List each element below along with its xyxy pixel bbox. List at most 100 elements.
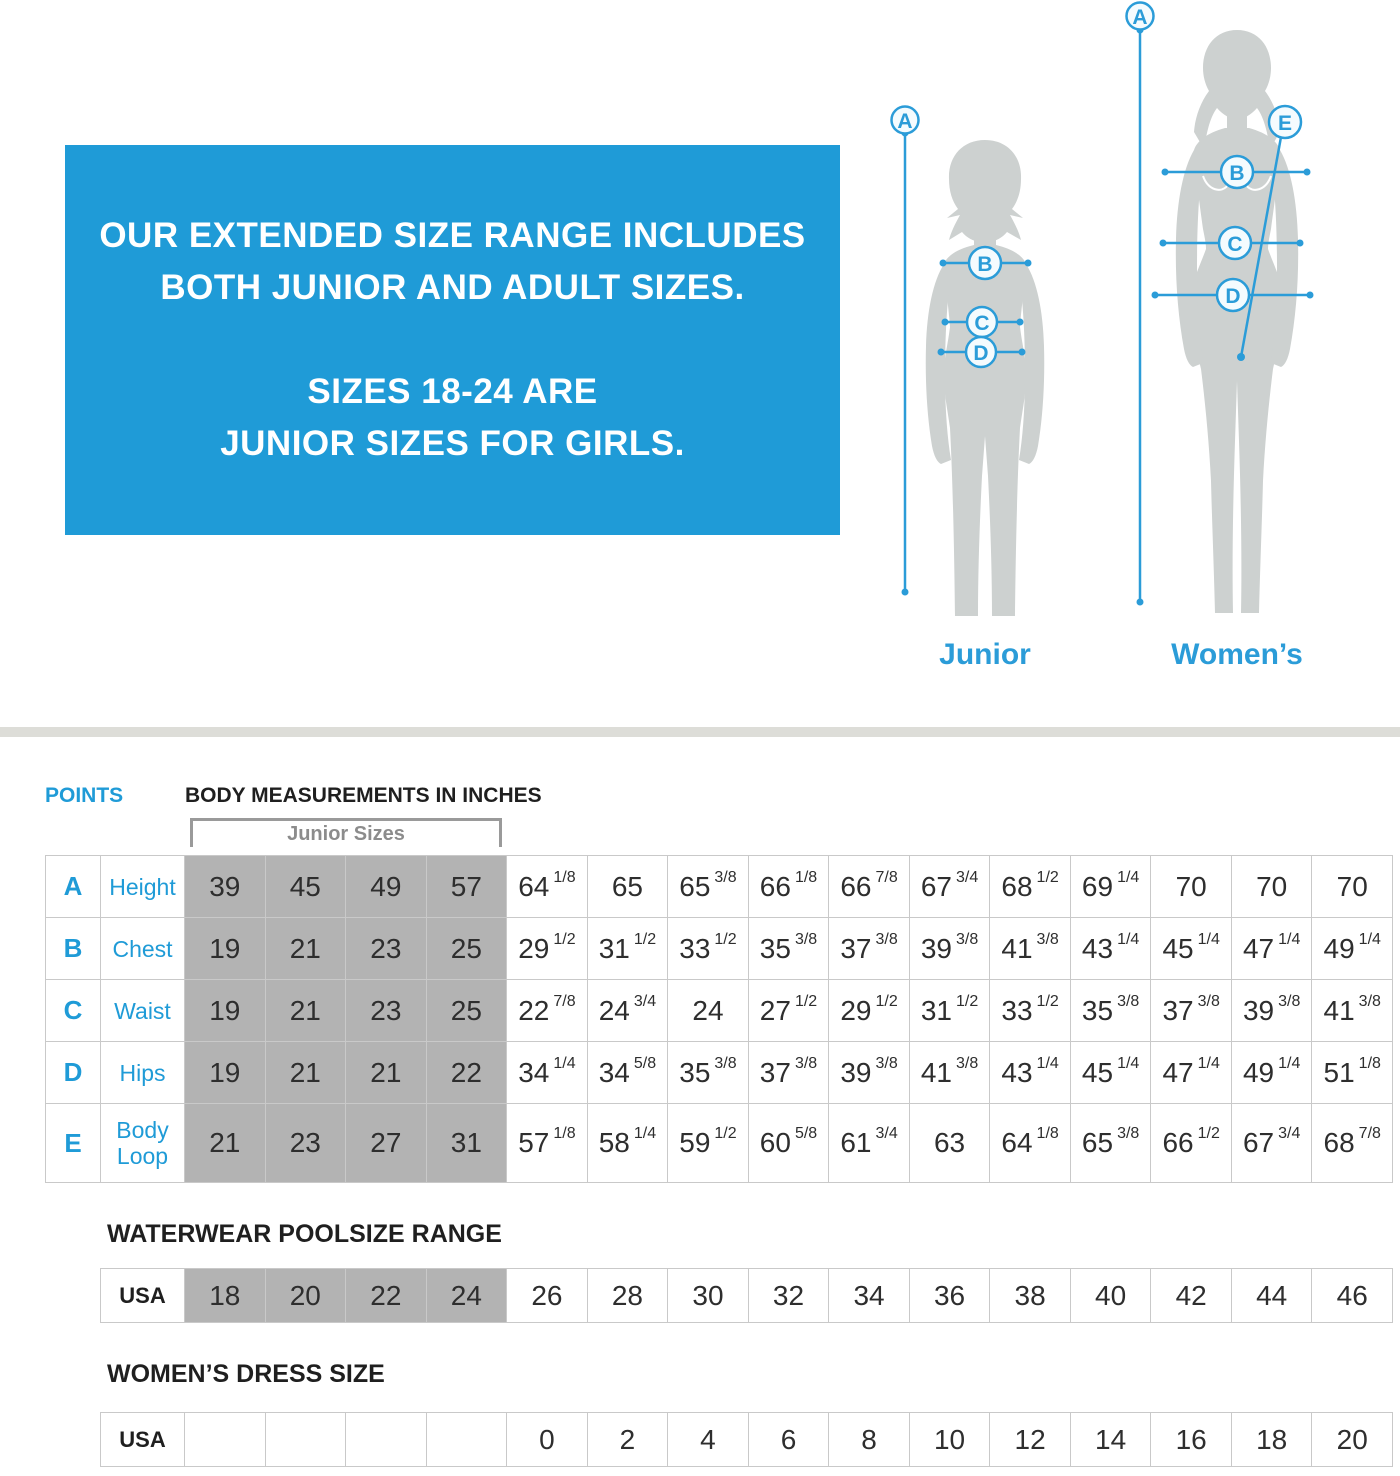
- measurement-value-cell: 23: [265, 1104, 347, 1183]
- fraction: 1/2: [1036, 992, 1059, 1010]
- fraction: 3/8: [1197, 992, 1220, 1010]
- measurement-value-cell: 61 3/4: [829, 1104, 910, 1183]
- measurement-value-cell: 60 5/8: [748, 1104, 830, 1183]
- extended-size-banner: OUR EXTENDED SIZE RANGE INCLUDES BOTH JU…: [65, 145, 840, 535]
- measurement-value-cell: 34 1/4: [507, 1042, 588, 1104]
- measurement-value-cell: 23: [346, 918, 427, 980]
- measurement-value-cell: 27 1/2: [748, 980, 830, 1042]
- fraction: 5/8: [633, 1054, 657, 1072]
- measurement-value-cell: 66 7/8: [829, 856, 910, 918]
- fraction: 7/8: [875, 868, 898, 886]
- junior-measure-hips: D: [937, 335, 1026, 369]
- fraction: 1/8: [553, 1125, 576, 1142]
- point-letter-cell: C: [46, 980, 101, 1042]
- fraction: 3/8: [1117, 992, 1140, 1010]
- womens-measure-chest: B: [1161, 154, 1311, 190]
- measurement-value-cell: 45: [265, 856, 347, 918]
- junior-sizes-bracket: Junior Sizes: [190, 818, 502, 847]
- dress-value-cell: 6: [748, 1413, 830, 1467]
- fraction: 1/4: [1117, 1054, 1140, 1072]
- poolsize-value-cell: 18: [185, 1269, 266, 1323]
- measurement-value-cell: 19: [185, 1042, 266, 1104]
- fraction: 3/4: [875, 1125, 898, 1142]
- junior-point-c-label: C: [974, 312, 989, 335]
- dress-row-label-cell: USA: [101, 1413, 185, 1467]
- dress-empty-cell: [426, 1413, 508, 1467]
- measurement-value-cell: 21: [265, 980, 347, 1042]
- fraction: 1/2: [714, 930, 737, 948]
- measurement-value-cell: 49 1/4: [1231, 1042, 1313, 1104]
- fraction: 3/8: [714, 868, 737, 886]
- measurement-value-cell: 35 3/8: [748, 918, 830, 980]
- measurement-value-cell: 66 1/8: [748, 856, 830, 918]
- junior-point-a-label: A: [897, 110, 912, 133]
- body-measurements-heading: BODY MEASUREMENTS IN INCHES: [185, 784, 542, 807]
- fraction: 1/4: [1036, 1054, 1059, 1072]
- poolsize-value-cell: 26: [507, 1269, 588, 1323]
- fraction: 1/4: [1117, 868, 1140, 886]
- banner-line-4: JUNIOR SIZES FOR GIRLS.: [220, 424, 685, 463]
- fraction: 3/4: [956, 868, 979, 886]
- dress-size-table: USA 0 2 4 6 8 10 12 14 16 18 20: [100, 1412, 1393, 1467]
- banner-line-3: SIZES 18-24 ARE: [307, 372, 598, 411]
- fraction: 1/2: [633, 930, 657, 948]
- measurement-value-cell: 25: [426, 918, 508, 980]
- measurement-value-cell: 22: [426, 1042, 508, 1104]
- poolsize-row-label-cell: USA: [101, 1269, 185, 1323]
- measurement-value-cell: 43 1/4: [1070, 918, 1152, 980]
- measurement-value-cell: 63: [909, 1104, 991, 1183]
- measurement-value-cell: 35 3/8: [1070, 980, 1152, 1042]
- measurement-value-cell: 35 3/8: [668, 1042, 749, 1104]
- measurement-value-cell: 31: [426, 1104, 508, 1183]
- poolsize-value-cell: 42: [1151, 1269, 1232, 1323]
- measurement-value-cell: 65 3/8: [1070, 1104, 1152, 1183]
- fraction: 5/8: [794, 1125, 818, 1142]
- section-divider: [0, 727, 1400, 737]
- junior-silhouette-right-arm: [1019, 264, 1045, 464]
- measurement-value-cell: 59 1/2: [668, 1104, 749, 1183]
- measurement-value-cell: 33 1/2: [668, 918, 749, 980]
- measurement-value-cell: 66 1/2: [1151, 1104, 1232, 1183]
- point-label-cell: Height: [101, 856, 185, 918]
- dress-size-heading: WOMEN’S DRESS SIZE: [107, 1360, 385, 1388]
- measurement-value-cell: 41 3/8: [909, 1042, 991, 1104]
- points-heading: POINTS: [45, 784, 124, 807]
- body-measurements-table: A Height 39 45 49 57 64 1/8 65 65 3/8 66 1/8 66 7/8 67 3…: [45, 855, 1393, 1183]
- fraction: 1/2: [714, 1125, 737, 1142]
- measurement-value-cell: 31 1/2: [587, 918, 669, 980]
- measurement-value-cell: 33 1/2: [990, 980, 1071, 1042]
- fraction: 3/8: [875, 930, 898, 948]
- fraction: 3/4: [633, 992, 657, 1010]
- point-label-cell: Waist: [101, 980, 185, 1042]
- measurement-value-cell: 58 1/4: [587, 1104, 669, 1183]
- fraction: 1/2: [794, 992, 818, 1010]
- womens-measure-body-loop: [1237, 136, 1283, 361]
- junior-silhouette-head: [947, 140, 1023, 242]
- measurement-value-cell: 70: [1312, 856, 1393, 918]
- dress-empty-cell: [346, 1413, 427, 1467]
- measurement-value-cell: 41 3/8: [990, 918, 1071, 980]
- dress-empty-cell: [265, 1413, 347, 1467]
- fraction: 1/8: [1036, 1125, 1059, 1142]
- junior-silhouette-neck: [974, 231, 996, 249]
- measurement-value-cell: 39 3/8: [1231, 980, 1313, 1042]
- womens-point-e-marker: E: [1267, 104, 1303, 140]
- fraction: 1/2: [875, 992, 898, 1010]
- poolsize-value-cell: 46: [1312, 1269, 1393, 1323]
- fraction: 1/4: [1278, 930, 1301, 948]
- dress-value-cell: 16: [1151, 1413, 1232, 1467]
- junior-point-b-label: B: [977, 253, 992, 276]
- fraction: 3/8: [1278, 992, 1301, 1010]
- point-label-cell: Hips: [101, 1042, 185, 1104]
- measurement-value-cell: 29 1/2: [829, 980, 910, 1042]
- dress-value-cell: 14: [1070, 1413, 1152, 1467]
- measurement-value-cell: 19: [185, 918, 266, 980]
- womens-measure-height: A: [1125, 1, 1155, 606]
- measurement-value-cell: 37 3/8: [829, 918, 910, 980]
- measurement-value-cell: 34 5/8: [587, 1042, 669, 1104]
- measurement-value-cell: 39 3/8: [909, 918, 991, 980]
- measurement-value-cell: 21: [265, 1042, 347, 1104]
- fraction: 1/2: [553, 930, 576, 948]
- fraction: 1/4: [633, 1125, 657, 1142]
- measurement-value-cell: 23: [346, 980, 427, 1042]
